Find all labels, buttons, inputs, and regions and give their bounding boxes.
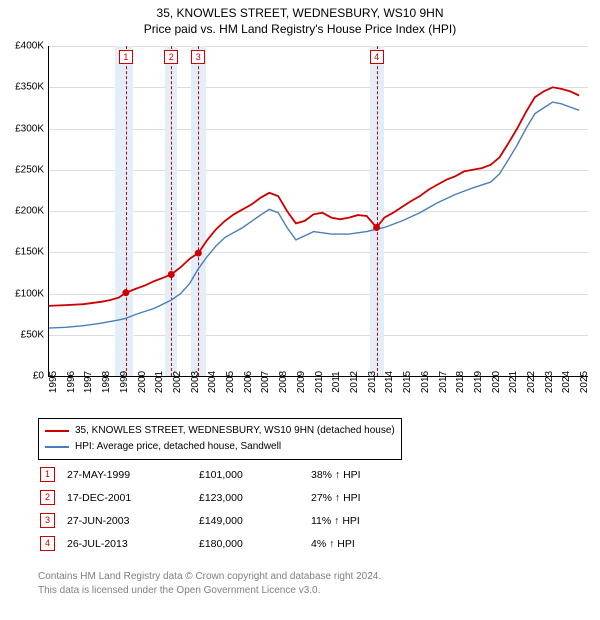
x-tick-label: 2010: [314, 371, 325, 393]
x-tick-label: 2004: [207, 371, 218, 393]
x-tick-label: 2009: [296, 371, 307, 393]
x-tick-label: 2018: [455, 371, 466, 393]
x-tick-label: 2011: [331, 371, 342, 393]
sale-diff: 4% ↑ HPI: [311, 533, 371, 554]
legend-label: HPI: Average price, detached house, Sand…: [75, 439, 281, 455]
x-tick-label: 2015: [402, 371, 413, 393]
sale-dot: [122, 289, 129, 296]
y-tick-label: £100K: [0, 288, 44, 299]
sale-dot: [195, 250, 202, 257]
sale-diff: 11% ↑ HPI: [311, 510, 371, 531]
sale-idx-box: 2: [40, 490, 55, 505]
sale-price: £101,000: [199, 464, 309, 485]
chart-title: 35, KNOWLES STREET, WEDNESBURY, WS10 9HN…: [0, 0, 600, 37]
title-line-2: Price paid vs. HM Land Registry's House …: [0, 22, 600, 38]
x-tick-label: 1997: [83, 371, 94, 393]
x-tick-label: 2022: [526, 371, 537, 393]
table-row: 2 17-DEC-2001£123,00027% ↑ HPI: [40, 487, 371, 508]
y-tick-label: £250K: [0, 164, 44, 175]
legend-row: HPI: Average price, detached house, Sand…: [45, 439, 395, 455]
y-tick-label: £350K: [0, 82, 44, 93]
sale-dot: [373, 224, 380, 231]
y-tick-label: £200K: [0, 206, 44, 217]
y-tick-label: £150K: [0, 247, 44, 258]
x-tick-label: 2025: [579, 371, 590, 393]
legend-swatch: [45, 430, 69, 432]
x-tick-label: 2007: [260, 371, 271, 393]
x-tick-label: 1996: [66, 371, 77, 393]
sale-diff: 38% ↑ HPI: [311, 464, 371, 485]
footnote-line-2: This data is licensed under the Open Gov…: [38, 584, 381, 598]
y-axis-line: [48, 46, 49, 376]
y-tick-label: £300K: [0, 123, 44, 134]
x-tick-label: 2003: [190, 371, 201, 393]
x-tick-label: 2023: [544, 371, 555, 393]
sale-marker-box: 1: [119, 50, 133, 64]
chart-container: { "title_line1": "35, KNOWLES STREET, WE…: [0, 0, 600, 620]
footnote-line-1: Contains HM Land Registry data © Crown c…: [38, 570, 381, 584]
x-tick-label: 1999: [119, 371, 130, 393]
sale-price: £180,000: [199, 533, 309, 554]
x-tick-label: 2001: [154, 371, 165, 393]
x-tick-label: 2021: [508, 371, 519, 393]
series-line: [48, 87, 579, 306]
sale-marker-box: 2: [164, 50, 178, 64]
table-row: 3 27-JUN-2003£149,00011% ↑ HPI: [40, 510, 371, 531]
x-tick-label: 2000: [137, 371, 148, 393]
x-tick-label: 2014: [384, 371, 395, 393]
sale-marker-box: 3: [191, 50, 205, 64]
title-line-1: 35, KNOWLES STREET, WEDNESBURY, WS10 9HN: [0, 6, 600, 22]
legend-label: 35, KNOWLES STREET, WEDNESBURY, WS10 9HN…: [75, 423, 395, 439]
y-tick-label: £0: [0, 371, 44, 382]
legend-row: 35, KNOWLES STREET, WEDNESBURY, WS10 9HN…: [45, 423, 395, 439]
sale-date: 27-JUN-2003: [67, 510, 197, 531]
sale-price: £123,000: [199, 487, 309, 508]
x-tick-label: 2013: [367, 371, 378, 393]
x-tick-label: 1995: [48, 371, 59, 393]
x-tick-label: 2024: [561, 371, 572, 393]
sales-table: 1 27-MAY-1999£101,00038% ↑ HPI 2 17-DEC-200…: [38, 462, 373, 556]
x-tick-label: 1998: [101, 371, 112, 393]
sale-price: £149,000: [199, 510, 309, 531]
x-tick-label: 2016: [420, 371, 431, 393]
legend-swatch: [45, 446, 69, 448]
table-row: 4 26-JUL-2013£180,0004% ↑ HPI: [40, 533, 371, 554]
sale-date: 17-DEC-2001: [67, 487, 197, 508]
table-row: 1 27-MAY-1999£101,00038% ↑ HPI: [40, 464, 371, 485]
x-tick-label: 2019: [473, 371, 484, 393]
sale-date: 26-JUL-2013: [67, 533, 197, 554]
sale-dot: [168, 271, 175, 278]
plot-svg: [48, 46, 588, 376]
x-tick-label: 2006: [243, 371, 254, 393]
sale-diff: 27% ↑ HPI: [311, 487, 371, 508]
x-tick-label: 2002: [172, 371, 183, 393]
x-tick-label: 2005: [225, 371, 236, 393]
sale-idx-box: 1: [40, 467, 55, 482]
sale-date: 27-MAY-1999: [67, 464, 197, 485]
x-tick-label: 2008: [278, 371, 289, 393]
legend: 35, KNOWLES STREET, WEDNESBURY, WS10 9HN…: [38, 418, 402, 460]
sale-marker-box: 4: [370, 50, 384, 64]
y-tick-label: £50K: [0, 329, 44, 340]
x-tick-label: 2017: [438, 371, 449, 393]
sale-idx-box: 3: [40, 513, 55, 528]
sale-idx-box: 4: [40, 536, 55, 551]
y-tick-label: £400K: [0, 41, 44, 52]
x-tick-label: 2012: [349, 371, 360, 393]
x-tick-label: 2020: [491, 371, 502, 393]
footnote: Contains HM Land Registry data © Crown c…: [38, 570, 381, 597]
